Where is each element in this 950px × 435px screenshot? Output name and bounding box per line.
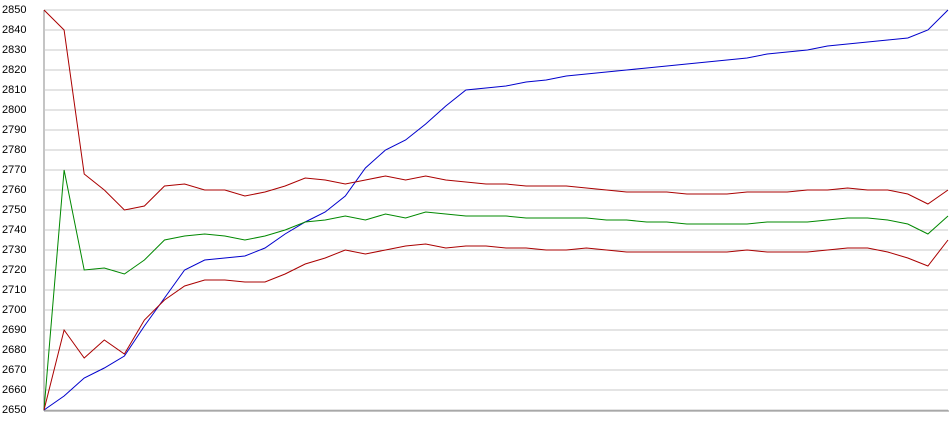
- y-tick-label: 2820: [2, 64, 26, 76]
- y-tick-label: 2800: [2, 104, 26, 116]
- y-tick-label: 2790: [2, 124, 26, 136]
- line-series: [43, 239, 949, 411]
- y-tick-label: 2750: [2, 204, 26, 216]
- y-tick-label: 2690: [2, 324, 26, 336]
- y-tick-label: 2680: [2, 344, 26, 356]
- y-tick-label: 2710: [2, 284, 26, 296]
- y-tick-label: 2650: [2, 404, 26, 416]
- line-series: [43, 9, 949, 411]
- y-tick-label: 2830: [2, 44, 26, 56]
- line-series: [43, 169, 949, 411]
- y-tick-label: 2840: [2, 24, 26, 36]
- y-tick-label: 2740: [2, 224, 26, 236]
- y-tick-label: 2760: [2, 184, 26, 196]
- y-tick-label: 2660: [2, 384, 26, 396]
- y-tick-label: 2670: [2, 364, 26, 376]
- y-tick-label: 2850: [2, 4, 26, 16]
- y-tick-label: 2770: [2, 164, 26, 176]
- y-tick-label: 2720: [2, 264, 26, 276]
- y-tick-label: 2730: [2, 244, 26, 256]
- y-tick-label: 2700: [2, 304, 26, 316]
- line-series: [43, 9, 949, 211]
- y-tick-label: 2780: [2, 144, 26, 156]
- y-tick-label: 2810: [2, 84, 26, 96]
